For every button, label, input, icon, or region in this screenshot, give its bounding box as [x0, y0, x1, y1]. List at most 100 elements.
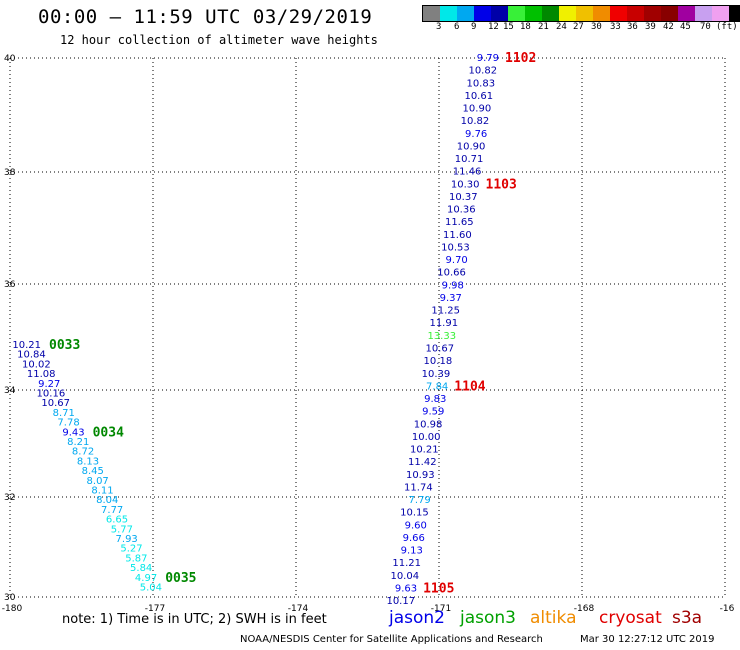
swh-value: 10.90 — [457, 141, 486, 152]
legend-label: 3 — [436, 22, 442, 32]
legend-swatch — [440, 6, 457, 21]
swh-value: 10.83 — [466, 78, 495, 89]
legend-swatch — [474, 6, 491, 21]
swh-value: 8.21 — [67, 437, 89, 448]
swh-value: 10.18 — [424, 356, 453, 367]
legend-label: 70 — [700, 22, 711, 32]
swh-value: 10.90 — [463, 104, 492, 115]
lat-tick-label: 36 — [4, 280, 16, 290]
legend-swatch — [542, 6, 559, 21]
legend-label: 15 — [503, 22, 514, 32]
swh-value: 7.78 — [57, 418, 79, 429]
swh-value: 9.13 — [401, 546, 423, 557]
axis-ticks: -180 -177 -174 -171 -168 -16 40 38 36 34 32 30 — [2, 54, 735, 614]
swh-value: 11.42 — [408, 457, 437, 468]
swh-value: 10.93 — [406, 470, 435, 481]
chart-subtitle: 12 hour collection of altimeter wave hei… — [60, 33, 378, 47]
swh-value: 10.30 — [451, 179, 480, 190]
pass-number-label: 0035 — [165, 571, 196, 586]
swh-value: 6.65 — [106, 515, 128, 526]
legend-swatch — [610, 6, 627, 21]
legend-swatch — [559, 6, 576, 21]
swh-value: 9.43 — [62, 427, 84, 438]
swh-value: 9.70 — [446, 255, 468, 266]
swh-value: 8.71 — [53, 408, 75, 419]
legend-swatch — [491, 6, 508, 21]
swh-value: 10.66 — [437, 268, 466, 279]
legend-label: 18 — [520, 22, 531, 32]
swh-value: 5.77 — [111, 524, 133, 535]
pass-number-label: 1102 — [505, 51, 536, 66]
legend-label: 36 — [627, 22, 638, 32]
swh-value: 7.79 — [409, 495, 431, 506]
legend-label: 27 — [573, 22, 584, 32]
lat-tick-label: 38 — [4, 168, 16, 178]
legend-swatch — [593, 6, 610, 21]
legend-swatch — [644, 6, 661, 21]
swh-value: 9.59 — [422, 407, 444, 418]
chart-title: 00:00 – 11:59 UTC 03/29/2019 — [38, 6, 373, 28]
legend-swatch — [525, 6, 542, 21]
swh-value: 10.61 — [464, 91, 493, 102]
swh-value: 9.63 — [395, 584, 417, 595]
swh-value: 5.84 — [130, 563, 152, 574]
swh-value: 10.15 — [400, 508, 429, 519]
swh-value: 10.84 — [17, 350, 46, 361]
lon-tick-label: -180 — [2, 604, 23, 614]
legend-label: 30 — [591, 22, 602, 32]
swh-value: 13.33 — [427, 331, 456, 342]
swh-value: 10.21 — [410, 445, 439, 456]
legend-label: 45 — [680, 22, 691, 32]
swh-value: 8.13 — [77, 456, 99, 467]
swh-value: 10.82 — [461, 116, 490, 127]
track-west: 10.2110.8410.0211.089.2710.1610.678.717.… — [12, 338, 196, 594]
swh-value: 7.84 — [426, 381, 448, 392]
lon-tick-label: -171 — [431, 604, 451, 614]
swh-value: 10.39 — [422, 369, 451, 380]
legend-swatch — [457, 6, 474, 21]
track-east: 9.7910.8210.8310.6110.9010.829.7610.9010… — [386, 51, 536, 607]
pass-number-label: 0033 — [49, 338, 80, 353]
legend-swatch — [508, 6, 525, 21]
swh-value: 11.65 — [445, 217, 474, 228]
swh-value: 10.67 — [41, 398, 70, 409]
swh-value: 8.11 — [91, 486, 113, 497]
swh-value: 11.60 — [443, 230, 472, 241]
swh-value: 10.67 — [425, 344, 454, 355]
swh-value: 10.16 — [37, 389, 66, 400]
legend-label: 33 — [610, 22, 621, 32]
legend-label: (ft) — [716, 22, 738, 32]
swh-value: 10.71 — [455, 154, 484, 165]
swh-value: 4.97 — [135, 573, 157, 584]
lon-tick-label: -16 — [720, 604, 735, 614]
swh-value: 9.76 — [465, 129, 487, 140]
swh-value: 8.07 — [87, 476, 109, 487]
swh-value: 10.37 — [449, 192, 478, 203]
mission-s3a: s3a — [672, 608, 703, 628]
swh-value: 10.36 — [447, 205, 476, 216]
legend-label: 24 — [556, 22, 567, 32]
legend-swatch — [678, 6, 695, 21]
credit-line: NOAA/NESDIS Center for Satellite Applica… — [240, 634, 543, 645]
pass-number-label: 1103 — [486, 177, 517, 192]
lon-tick-label: -177 — [145, 604, 165, 614]
legend-swatch — [661, 6, 678, 21]
swh-value: 10.21 — [12, 340, 41, 351]
swh-value: 7.93 — [116, 534, 138, 545]
swh-value: 9.98 — [442, 280, 464, 291]
swh-value: 11.91 — [429, 318, 458, 329]
swh-value: 8.45 — [82, 466, 104, 477]
legend-label: 6 — [454, 22, 460, 32]
lat-tick-label: 30 — [4, 593, 16, 603]
swh-value: 9.27 — [38, 379, 60, 390]
swh-value: 11.25 — [431, 306, 460, 317]
swh-value: 7.77 — [101, 505, 123, 516]
swh-value: 9.66 — [403, 533, 425, 544]
mission-altika: altika — [530, 608, 577, 628]
legend-label: 9 — [471, 22, 477, 32]
legend-swatch — [712, 6, 729, 21]
mission-jason2: jason2 — [389, 608, 445, 628]
pass-number-label: 1105 — [423, 582, 454, 597]
swh-value: 8.04 — [96, 495, 118, 506]
